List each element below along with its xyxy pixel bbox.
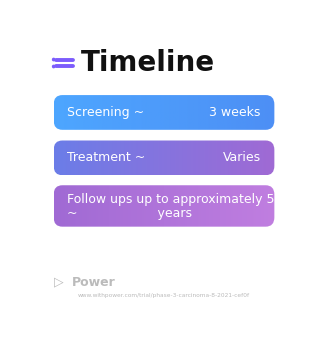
Circle shape	[52, 65, 55, 68]
Text: www.withpower.com/trial/phase-3-carcinoma-8-2021-cef0f: www.withpower.com/trial/phase-3-carcinom…	[78, 293, 250, 298]
Text: Varies: Varies	[223, 151, 261, 164]
Text: Screening ~: Screening ~	[67, 106, 144, 119]
Text: ▷: ▷	[54, 276, 63, 289]
Text: Treatment ~: Treatment ~	[67, 151, 146, 164]
Text: Timeline: Timeline	[81, 49, 215, 77]
Text: Power: Power	[72, 276, 116, 289]
Text: ~                    years: ~ years	[67, 207, 192, 220]
Text: 3 weeks: 3 weeks	[209, 106, 261, 119]
Text: Follow ups up to approximately 5.5: Follow ups up to approximately 5.5	[67, 193, 287, 206]
Circle shape	[52, 58, 55, 61]
